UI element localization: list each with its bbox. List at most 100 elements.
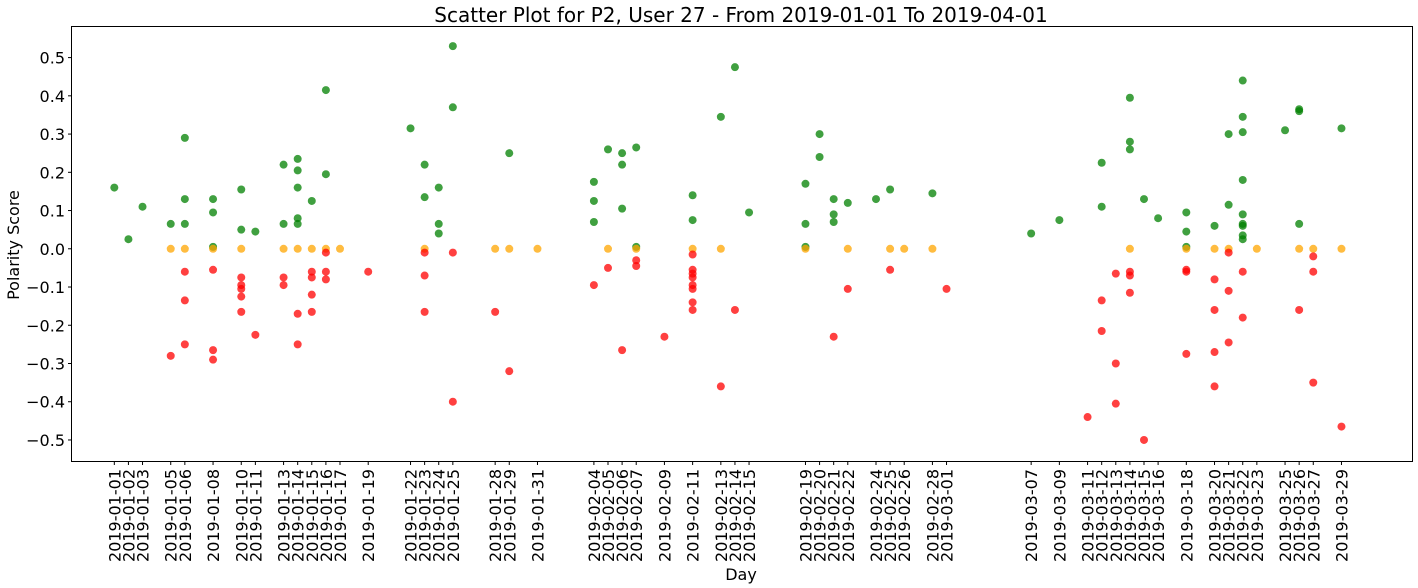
data-point	[730, 305, 739, 314]
data-point	[420, 160, 429, 169]
data-point	[589, 281, 598, 290]
data-point	[1210, 382, 1219, 391]
data-point	[632, 143, 641, 152]
data-point	[166, 219, 175, 228]
data-point	[1027, 229, 1036, 238]
data-point	[448, 42, 457, 51]
data-point	[237, 284, 246, 293]
data-point	[589, 218, 598, 227]
data-point	[434, 219, 443, 228]
data-point	[237, 307, 246, 316]
y-tick-label: 0.3	[40, 125, 65, 144]
data-point	[1309, 267, 1318, 276]
data-point	[1252, 244, 1261, 253]
data-point	[505, 244, 514, 253]
data-point	[1083, 413, 1092, 422]
x-tick-label: 2019-03-01	[938, 469, 957, 562]
data-point	[660, 332, 669, 341]
x-tick-label: 2019-02-09	[655, 469, 674, 562]
y-axis-label: Polarity Score	[4, 190, 23, 300]
data-point	[1224, 338, 1233, 347]
data-point	[886, 265, 895, 274]
x-tick-label: 2019-02-25	[881, 469, 900, 562]
data-point	[434, 229, 443, 238]
data-point	[604, 263, 612, 272]
x-tick-label: 2019-02-28	[923, 469, 942, 562]
data-point	[1224, 200, 1233, 209]
data-point	[434, 183, 443, 192]
data-point	[1182, 267, 1191, 276]
data-point	[1210, 348, 1219, 357]
x-tick-label: 2019-03-13	[1107, 469, 1126, 562]
data-point	[1182, 227, 1191, 236]
x-tick-label: 2019-02-15	[740, 469, 759, 562]
x-tick-label: 2019-01-13	[275, 469, 294, 562]
x-tick-label: 2019-03-22	[1234, 469, 1253, 562]
data-point	[1097, 326, 1106, 335]
x-tick-label: 2019-01-11	[246, 469, 265, 562]
data-point	[279, 219, 288, 228]
data-point	[829, 218, 838, 227]
x-tick-label: 2019-03-07	[1022, 469, 1041, 562]
x-tick-label: 2019-01-01	[105, 469, 124, 562]
data-point	[829, 332, 838, 341]
data-point	[688, 305, 697, 314]
data-point	[293, 340, 302, 349]
data-point	[166, 351, 175, 360]
data-point	[237, 225, 246, 234]
x-tick-label: 2019-01-19	[359, 469, 378, 562]
data-point	[321, 275, 330, 284]
x-tick-label: 2019-01-22	[402, 469, 421, 562]
data-point	[618, 204, 627, 213]
data-point	[1238, 128, 1247, 137]
data-point	[815, 130, 824, 139]
data-point	[307, 273, 316, 282]
data-point	[1111, 399, 1120, 408]
data-point	[237, 273, 246, 282]
data-point	[180, 133, 189, 142]
x-tick-label: 2019-03-11	[1079, 469, 1098, 562]
data-point	[180, 296, 189, 305]
data-point	[293, 183, 302, 192]
data-point	[448, 248, 457, 257]
data-point	[491, 244, 500, 253]
data-point	[293, 166, 302, 175]
data-point	[1055, 216, 1064, 225]
data-point	[321, 267, 330, 276]
data-point	[307, 290, 316, 299]
x-tick-label: 2019-02-05	[599, 469, 618, 562]
plot-frame	[71, 26, 1413, 462]
x-tick-label: 2019-01-24	[430, 469, 449, 562]
data-point	[1182, 349, 1191, 358]
data-point	[138, 202, 147, 211]
data-point	[1125, 288, 1134, 297]
x-tick-label: 2019-01-17	[331, 469, 350, 562]
x-tick-label: 2019-01-16	[317, 469, 336, 562]
data-point	[180, 219, 189, 228]
data-point	[815, 153, 824, 162]
data-point	[632, 256, 641, 265]
data-point	[237, 292, 246, 301]
x-tick-label: 2019-03-18	[1177, 469, 1196, 562]
y-tick-label: 0.5	[40, 49, 65, 68]
data-point	[1140, 195, 1148, 204]
data-point	[1125, 93, 1134, 102]
data-point	[505, 367, 514, 376]
data-point	[1238, 313, 1247, 322]
data-point	[209, 244, 218, 253]
data-point	[533, 244, 542, 253]
data-point	[1295, 219, 1304, 228]
x-tick-label: 2019-02-22	[839, 469, 858, 562]
data-point	[448, 397, 457, 406]
data-point	[1224, 130, 1233, 139]
data-point	[900, 244, 909, 253]
x-tick-label: 2019-02-26	[895, 469, 914, 562]
y-tick-label: −0.4	[26, 393, 65, 412]
data-point	[110, 183, 119, 192]
data-point	[448, 103, 457, 112]
x-tick-label: 2019-03-27	[1304, 469, 1323, 562]
y-tick-label: 0.2	[40, 163, 65, 182]
data-point	[1125, 244, 1134, 253]
data-point	[420, 248, 429, 257]
